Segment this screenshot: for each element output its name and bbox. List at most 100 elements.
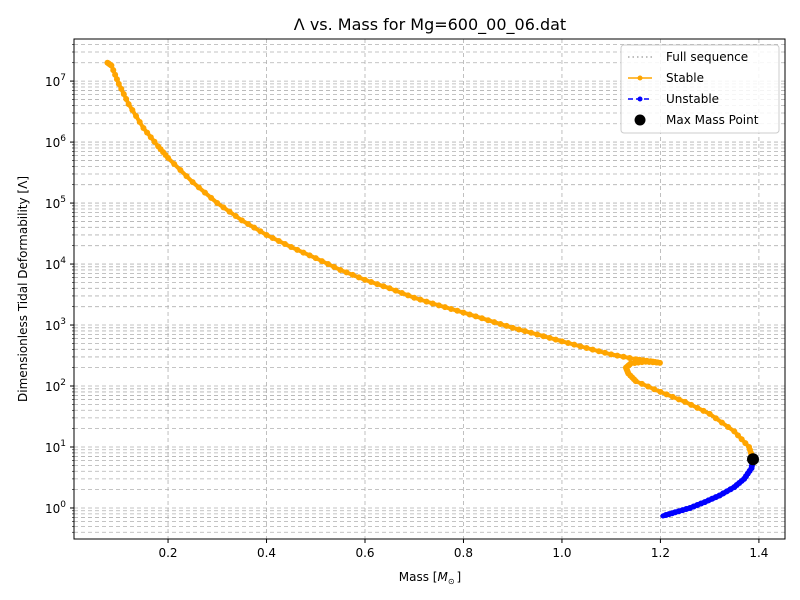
data-point-marker xyxy=(125,101,132,108)
data-point-marker xyxy=(620,353,627,360)
data-point-marker xyxy=(288,244,295,251)
data-point-marker xyxy=(123,96,130,103)
data-point-marker xyxy=(120,90,127,97)
data-point-marker xyxy=(503,322,510,329)
legend-item-stable: Stable xyxy=(628,71,704,85)
data-point-marker xyxy=(294,246,301,253)
data-point-marker xyxy=(662,512,669,519)
data-point-marker xyxy=(552,336,559,343)
data-point-marker xyxy=(331,263,338,270)
data-point-marker xyxy=(725,424,732,431)
data-point-marker xyxy=(423,298,430,305)
data-point-marker xyxy=(454,307,461,314)
data-point-marker xyxy=(183,173,190,180)
x-tick-label: 0.8 xyxy=(454,546,473,560)
legend-item-full-sequence: Full sequence xyxy=(628,50,748,64)
data-point-marker xyxy=(113,76,120,83)
data-point-marker xyxy=(129,107,136,114)
data-point-marker xyxy=(318,258,325,265)
data-point-marker xyxy=(140,125,147,132)
data-point-marker xyxy=(257,228,264,235)
data-point-marker xyxy=(731,428,738,435)
data-point-marker xyxy=(718,419,725,426)
data-point-marker xyxy=(626,355,633,362)
data-point-marker xyxy=(540,333,547,340)
data-point-marker xyxy=(355,274,362,281)
x-tick-label: 0.6 xyxy=(355,546,374,560)
data-point-marker xyxy=(411,294,418,301)
legend: Full sequence Stable Unstable Max Mass P… xyxy=(620,44,780,134)
x-tick-label: 1.0 xyxy=(552,546,571,560)
data-point-marker xyxy=(558,338,565,345)
data-point-marker xyxy=(734,432,741,439)
data-point-marker xyxy=(343,269,350,276)
x-tick-label: 0.4 xyxy=(257,546,276,560)
data-point-marker xyxy=(417,296,424,303)
data-point-marker xyxy=(165,154,172,161)
data-point-marker xyxy=(515,326,522,333)
max-mass-point xyxy=(746,453,759,466)
data-point-marker xyxy=(583,345,590,352)
x-tick-label: 0.2 xyxy=(158,546,177,560)
data-point-marker xyxy=(195,184,202,191)
axes-frame xyxy=(73,38,786,540)
data-point-marker xyxy=(214,200,221,207)
data-point-marker xyxy=(706,410,713,417)
y-tick-label: 106 xyxy=(45,134,66,150)
data-point-marker xyxy=(380,283,387,290)
blue-marker-icon xyxy=(637,96,643,102)
unstable-line xyxy=(660,456,756,519)
data-point-marker xyxy=(669,393,676,400)
data-point-marker xyxy=(177,167,184,174)
data-point-marker xyxy=(565,340,572,347)
data-point-marker xyxy=(466,311,473,318)
data-point-marker xyxy=(368,278,375,285)
data-point-marker xyxy=(232,213,239,220)
data-point-marker xyxy=(110,67,117,74)
data-point-marker xyxy=(675,396,682,403)
data-point-marker xyxy=(245,221,252,228)
data-point-marker xyxy=(429,300,436,307)
data-point-marker xyxy=(226,208,233,215)
legend-item-max-mass: Max Mass Point xyxy=(634,113,759,127)
data-point-marker xyxy=(151,138,158,145)
data-point-marker xyxy=(712,415,719,422)
data-point-marker xyxy=(608,351,615,358)
data-point-marker xyxy=(337,266,344,273)
svg-text:Max Mass Point: Max Mass Point xyxy=(666,113,759,127)
data-point-marker xyxy=(118,85,125,92)
data-point-marker xyxy=(448,305,455,312)
data-point-marker xyxy=(251,224,258,231)
y-tick-label: 105 xyxy=(45,195,66,211)
data-point-marker xyxy=(281,241,288,248)
data-point-marker xyxy=(491,319,498,326)
data-point-marker xyxy=(263,231,270,238)
svg-text:Full sequence: Full sequence xyxy=(666,50,748,64)
x-tick-label: 1.2 xyxy=(651,546,670,560)
data-point-marker xyxy=(133,113,140,120)
data-point-marker xyxy=(651,386,658,393)
data-point-marker xyxy=(663,391,670,398)
data-point-marker xyxy=(208,194,215,201)
y-tick-label: 100 xyxy=(45,500,66,516)
data-point-marker xyxy=(392,287,399,294)
y-tick-label: 101 xyxy=(45,439,66,455)
data-point-marker xyxy=(694,404,701,411)
plot-area xyxy=(104,59,759,519)
y-axis-label: Dimensionless Tidal Deformability [Λ] xyxy=(16,176,30,402)
data-point-marker xyxy=(688,401,695,408)
data-point-marker xyxy=(189,179,196,186)
data-point-marker xyxy=(472,313,479,320)
x-tick-label: 1.4 xyxy=(749,546,768,560)
data-point-marker xyxy=(405,292,412,299)
data-point-marker xyxy=(571,341,578,348)
data-point-marker xyxy=(144,129,151,136)
data-point-marker xyxy=(115,80,122,87)
data-point-marker xyxy=(528,329,535,336)
data-point-marker xyxy=(349,271,356,278)
data-point-marker xyxy=(738,436,745,443)
data-point-marker xyxy=(147,134,154,141)
data-point-marker xyxy=(485,317,492,324)
data-point-marker xyxy=(742,440,749,447)
